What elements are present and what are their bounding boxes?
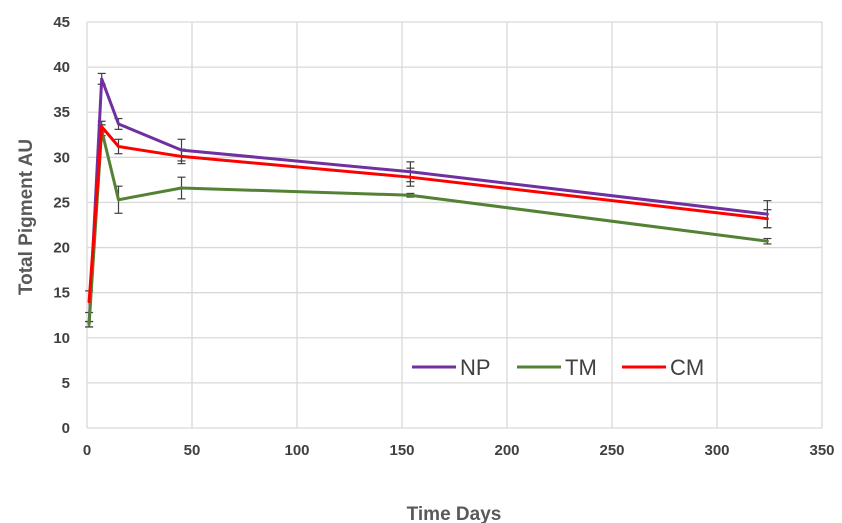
y-tick-label: 30 — [53, 149, 70, 166]
y-tick-label: 45 — [53, 14, 70, 31]
series-lines — [87, 77, 769, 326]
series-line-tm — [87, 128, 769, 326]
legend-label-tm: TM — [565, 355, 597, 380]
x-axis-title: Time Days — [407, 504, 502, 523]
x-tick-label: 200 — [494, 442, 519, 459]
y-tick-label: 15 — [53, 285, 70, 302]
y-tick-label: 40 — [53, 59, 70, 76]
series-line-np — [87, 77, 769, 326]
y-tick-label: 10 — [53, 330, 70, 347]
x-tick-label: 50 — [184, 442, 201, 459]
y-tick-label: 20 — [53, 240, 70, 257]
y-axis-tick-labels: 0 5 10 15 20 25 30 35 40 45 — [53, 14, 70, 437]
y-tick-label: 5 — [62, 375, 70, 392]
y-tick-label: 35 — [53, 104, 70, 121]
y-axis-title: Total Pigment AU — [16, 139, 37, 295]
x-tick-label: 250 — [599, 442, 624, 459]
error-bars — [85, 72, 772, 328]
x-tick-label: 150 — [389, 442, 414, 459]
legend: NP TM CM — [412, 355, 704, 380]
x-axis-tick-labels: 0 50 100 150 200 250 300 350 — [83, 442, 835, 459]
series-line-cm — [87, 125, 769, 304]
gridlines — [86, 21, 823, 429]
x-tick-label: 0 — [83, 442, 91, 459]
x-tick-label: 300 — [704, 442, 729, 459]
x-tick-label: 350 — [809, 442, 834, 459]
y-tick-label: 25 — [53, 194, 70, 211]
x-tick-label: 100 — [284, 442, 309, 459]
legend-label-cm: CM — [670, 355, 704, 380]
y-tick-label: 0 — [62, 420, 70, 437]
legend-label-np: NP — [460, 355, 491, 380]
